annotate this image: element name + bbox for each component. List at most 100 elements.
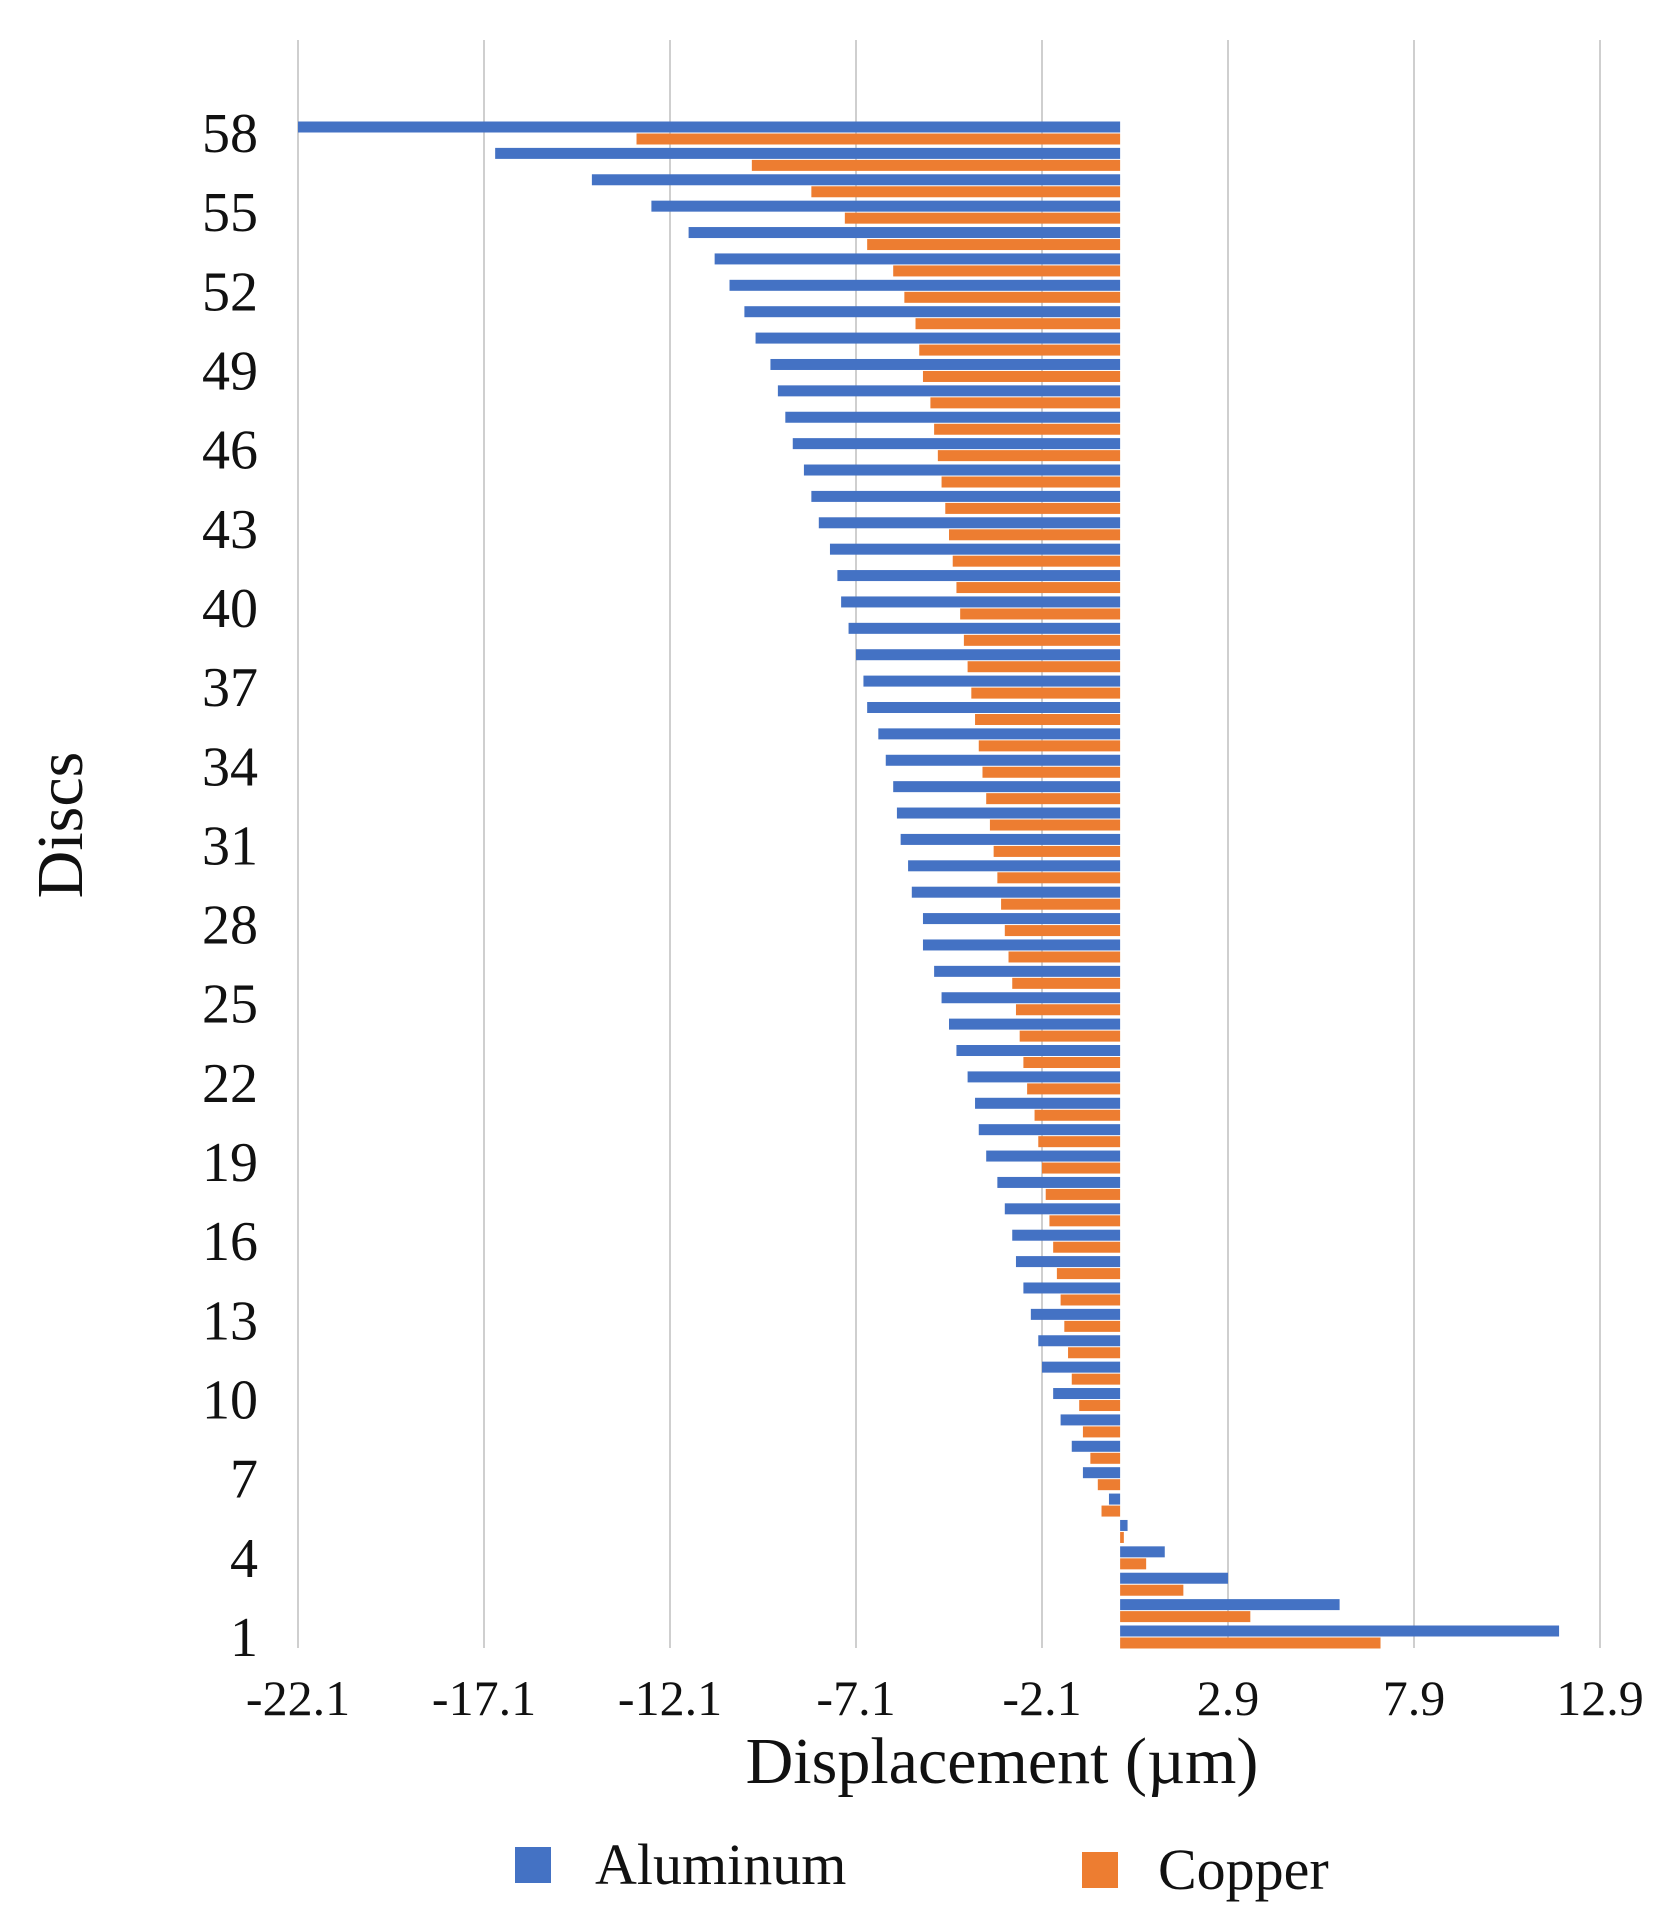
bar-aluminum-disc-17 (1004, 1203, 1121, 1215)
bar-aluminum-disc-58 (298, 121, 1121, 133)
bar-aluminum-disc-47 (785, 411, 1121, 423)
x-tick-label--17.1: -17.1 (432, 1670, 536, 1726)
y-axis-title: Discs (24, 752, 97, 899)
bar-copper-disc-43 (949, 529, 1121, 541)
bar-copper-disc-5 (1120, 1531, 1124, 1543)
bar-aluminum-disc-11 (1042, 1361, 1121, 1373)
bar-copper-disc-7 (1097, 1479, 1121, 1491)
bar-copper-disc-58 (636, 133, 1121, 145)
bar-copper-disc-9 (1082, 1426, 1121, 1438)
x-tick-label-2.9: 2.9 (1197, 1670, 1260, 1726)
bar-aluminum-disc-46 (792, 438, 1121, 450)
bar-aluminum-disc-22 (967, 1071, 1121, 1083)
bar-aluminum-disc-32 (896, 807, 1121, 819)
bars-group (298, 121, 1560, 1649)
x-tick-label-7.9: 7.9 (1383, 1670, 1446, 1726)
bar-copper-disc-44 (945, 502, 1121, 514)
bar-aluminum-disc-23 (956, 1045, 1121, 1057)
bar-copper-disc-47 (934, 423, 1121, 435)
bar-copper-disc-51 (915, 318, 1121, 330)
y-tick-label-25: 25 (202, 974, 258, 1036)
bar-copper-disc-23 (1023, 1057, 1121, 1069)
y-tick-label-13: 13 (202, 1290, 258, 1352)
bar-copper-disc-30 (997, 872, 1121, 884)
bar-aluminum-disc-55 (651, 200, 1121, 212)
bar-copper-disc-27 (1008, 951, 1121, 963)
bar-aluminum-disc-54 (688, 227, 1121, 239)
y-tick-label-28: 28 (202, 895, 258, 957)
bar-copper-disc-24 (1019, 1030, 1121, 1042)
bar-aluminum-disc-2 (1120, 1599, 1340, 1611)
bar-aluminum-disc-40 (841, 596, 1121, 608)
bar-aluminum-disc-15 (1015, 1256, 1121, 1268)
bar-copper-disc-18 (1045, 1188, 1121, 1200)
bar-aluminum-disc-28 (922, 913, 1121, 925)
x-tick-label--2.1: -2.1 (1002, 1670, 1081, 1726)
x-tick-label--7.1: -7.1 (816, 1670, 895, 1726)
bar-copper-disc-10 (1079, 1400, 1121, 1412)
bar-aluminum-disc-19 (986, 1150, 1121, 1162)
bar-copper-disc-54 (867, 239, 1121, 251)
bar-aluminum-disc-48 (777, 385, 1121, 397)
bar-aluminum-disc-41 (837, 570, 1121, 582)
y-tick-label-7: 7 (230, 1449, 258, 1511)
bar-aluminum-disc-5 (1120, 1519, 1128, 1531)
bar-copper-disc-55 (844, 212, 1121, 224)
bar-aluminum-disc-14 (1023, 1282, 1121, 1294)
bar-aluminum-disc-43 (818, 517, 1121, 529)
bar-copper-disc-6 (1101, 1505, 1121, 1517)
bar-copper-disc-3 (1120, 1584, 1184, 1596)
bar-copper-disc-56 (811, 186, 1121, 198)
bar-aluminum-disc-56 (591, 174, 1121, 186)
bar-copper-disc-35 (978, 740, 1121, 752)
bar-aluminum-disc-33 (893, 781, 1121, 793)
legend-label-aluminum: Aluminum (595, 1832, 846, 1897)
bar-copper-disc-52 (904, 291, 1121, 303)
bar-aluminum-disc-13 (1030, 1308, 1121, 1320)
bar-copper-disc-41 (956, 582, 1121, 594)
bar-aluminum-disc-29 (911, 886, 1121, 898)
bar-aluminum-disc-7 (1082, 1467, 1121, 1479)
x-axis-title: Displacement (µm) (746, 1725, 1259, 1798)
bar-aluminum-disc-6 (1108, 1493, 1121, 1505)
y-tick-label-22: 22 (202, 1053, 258, 1115)
bar-aluminum-disc-8 (1071, 1440, 1121, 1452)
bar-aluminum-disc-25 (941, 992, 1121, 1004)
bar-copper-disc-21 (1034, 1109, 1121, 1121)
y-tick-labels: 1 4 7 10 13 16 19 22 25 28 31 34 37 40 43 46 49 52 55 58 (202, 103, 258, 1669)
bar-aluminum-disc-42 (829, 543, 1121, 555)
bar-copper-disc-1 (1120, 1637, 1381, 1649)
bar-aluminum-disc-30 (908, 860, 1121, 872)
bar-aluminum-disc-49 (770, 358, 1121, 370)
bar-aluminum-disc-51 (744, 306, 1121, 318)
bar-copper-disc-46 (937, 450, 1121, 462)
bar-aluminum-disc-50 (755, 332, 1121, 344)
y-tick-label-55: 55 (202, 182, 258, 244)
bar-copper-disc-11 (1071, 1373, 1121, 1385)
bar-copper-disc-28 (1004, 925, 1121, 937)
x-tick-labels: -22.1 -17.1 -12.1 -7.1 -2.1 2.9 7.9 12.9 (246, 1670, 1644, 1726)
bar-aluminum-disc-3 (1120, 1572, 1228, 1584)
bar-copper-disc-33 (986, 793, 1121, 805)
bar-aluminum-disc-10 (1053, 1388, 1121, 1400)
bar-copper-disc-8 (1090, 1452, 1121, 1464)
y-tick-label-49: 49 (202, 340, 258, 402)
y-tick-label-37: 37 (202, 657, 258, 719)
y-tick-label-58: 58 (202, 103, 258, 165)
bar-aluminum-disc-18 (997, 1176, 1121, 1188)
bar-aluminum-disc-35 (878, 728, 1121, 740)
bar-copper-disc-16 (1053, 1241, 1121, 1253)
bar-copper-disc-32 (989, 819, 1121, 831)
bar-aluminum-disc-12 (1038, 1335, 1121, 1347)
bar-copper-disc-2 (1120, 1611, 1251, 1623)
bar-aluminum-disc-16 (1012, 1229, 1121, 1241)
bar-copper-disc-49 (922, 370, 1121, 382)
bar-copper-disc-38 (967, 661, 1121, 673)
bar-copper-disc-29 (1001, 898, 1121, 910)
y-tick-label-1: 1 (230, 1607, 258, 1669)
bar-copper-disc-50 (919, 344, 1121, 356)
bar-aluminum-disc-34 (885, 754, 1121, 766)
y-tick-label-52: 52 (202, 261, 258, 323)
bar-copper-disc-57 (751, 159, 1121, 171)
bar-copper-disc-53 (893, 265, 1121, 277)
